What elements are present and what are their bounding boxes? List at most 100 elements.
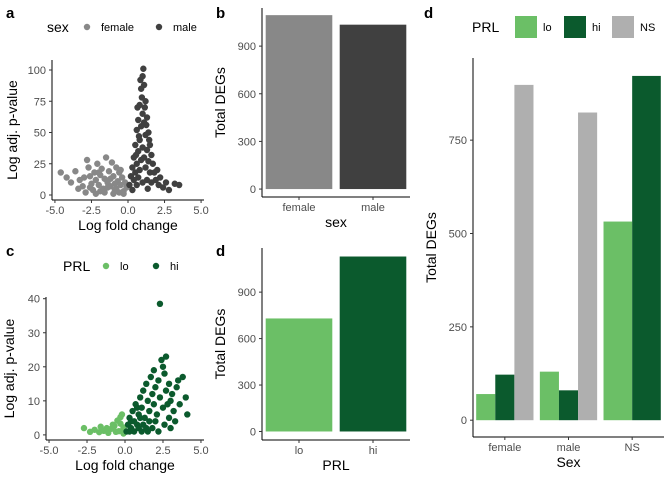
legend-key-lo [102,262,110,270]
data-point-lo [109,421,117,428]
x-axis-title: Sex [556,454,580,470]
legend-label-lo: lo [543,22,552,34]
chart-d: lo hi 0 300 600 900 PRL Total DEGs [212,248,410,473]
legend-title: PRL [472,19,499,35]
data-point-female [72,168,79,175]
data-point-lo [103,424,110,432]
legend-key-lo [515,16,537,38]
panel-label: d [216,243,225,260]
data-point-hi [165,380,173,388]
data-point-hi [138,428,145,435]
data-point-male [175,181,183,189]
data-point-male [149,160,157,167]
y-tick-label: 0 [34,430,40,442]
data-point-hi [167,397,174,405]
data-point-male [137,76,144,84]
data-point-hi [167,424,174,432]
data-point-male [159,184,167,191]
legend-label-female: female [101,22,134,34]
data-point-hi [143,380,150,388]
legend-key-hi [564,16,586,38]
data-point-male [133,126,140,134]
data-point-hi [136,394,144,401]
x-tick-label: hi [369,445,378,457]
legend-label-male: male [173,22,197,34]
data-point-male [136,166,143,174]
data-point-hi [126,428,133,435]
data-point-hi [179,373,186,381]
bar-male [339,24,407,190]
data-point-hi [165,414,173,422]
data-point-hi [162,353,170,360]
data-point-hi [170,407,177,415]
data-point-hi [146,418,153,425]
data-point-lo [112,428,120,436]
data-point-female [97,188,104,195]
y-tick-label: 25 [34,159,46,171]
data-point-hi [171,418,179,425]
data-point-hi [158,356,165,364]
bar-male-lo [539,371,559,421]
y-tick-label: 50 [34,128,46,140]
x-tick-label: -2.5 [78,445,97,457]
panel-label: a [6,5,15,22]
x-tick-label: 2.5 [155,445,170,457]
data-point-male [148,151,155,159]
legend-label-NS: NS [640,22,655,34]
y-tick-label: 300 [238,136,256,148]
data-point-male [129,164,136,171]
y-tick-label: 100 [28,65,46,77]
data-point-female [79,183,86,190]
data-point-male [135,116,142,124]
data-point-female [86,173,94,180]
bar-female-hi [495,374,515,421]
data-point-male [140,154,148,161]
data-point-hi [141,414,148,422]
x-tick-label: male [557,442,581,454]
data-point-male [134,104,141,111]
legend-key-male [155,23,163,31]
data-point-male [142,164,149,171]
data-point-female [67,179,75,186]
y-axis-title: Total DEGs [212,67,228,138]
data-point-hi [161,370,168,377]
panel-label: c [6,243,14,260]
y-tick-label: 600 [238,89,256,101]
data-point-male [132,141,139,149]
data-point-lo [117,413,124,421]
x-axis-title: PRL [322,457,349,473]
data-point-hi [182,394,189,401]
data-point-male [162,179,170,186]
data-point-female [105,168,113,175]
data-point-male [139,110,146,117]
chart-a: -5.0 -2.5 0.0 2.5 5.0 0 25 50 75 100 Log fold chan… [4,60,209,233]
data-point-hi [162,387,170,394]
data-point-hi [133,404,141,411]
data-point-female [95,169,102,176]
data-point-hi [176,401,183,408]
data-point-male [145,136,153,144]
data-point-male [156,174,164,181]
data-point-hi [144,397,151,405]
data-point-hi [129,407,136,415]
data-point-lo [86,428,94,436]
data-point-female [82,189,89,196]
y-tick-label: 300 [238,380,256,392]
data-point-female [117,166,124,174]
data-point-male [141,104,149,111]
data-point-female [86,184,94,191]
bar-male-NS [578,112,598,421]
x-tick-label: NS [625,442,640,454]
y-tick-label: 600 [238,334,256,346]
data-point-hi [140,387,147,394]
legend-key-NS [612,16,634,38]
data-point-hi [149,424,156,432]
y-tick-label: 20 [28,362,40,374]
data-point-male [146,169,154,176]
data-point-hi [149,390,156,398]
data-point-hi [161,421,168,428]
data-point-hi [156,394,164,401]
y-tick-label: 500 [449,228,467,240]
y-tick-label: 900 [238,287,256,299]
